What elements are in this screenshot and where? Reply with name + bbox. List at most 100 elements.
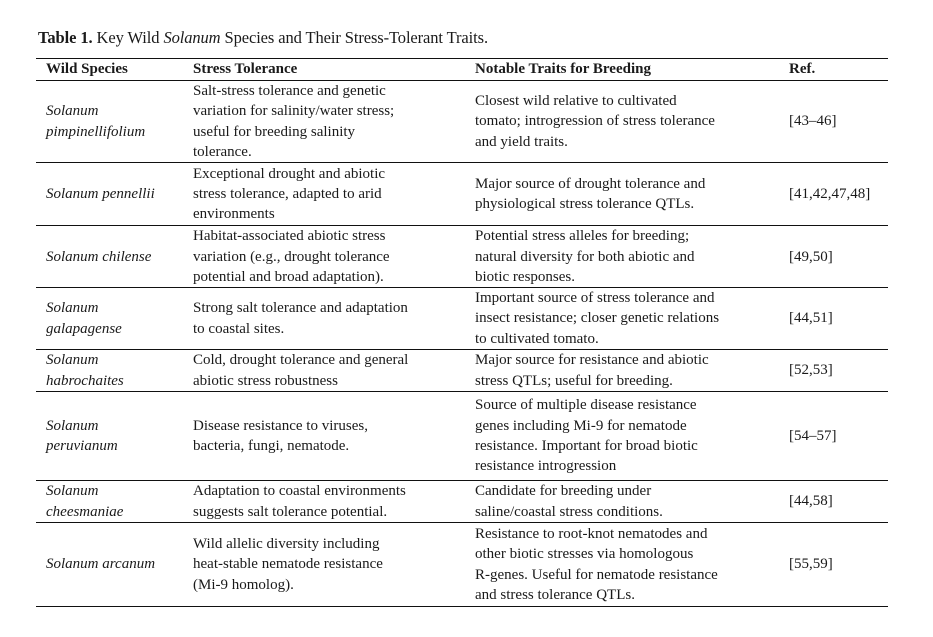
stress-tolerance-cell: Salt-stress tolerance and genetic variati… — [193, 80, 475, 164]
cell-line: Cold, drought tolerance and general — [193, 352, 409, 369]
cell-line: cheesmaniae — [46, 503, 124, 520]
traits-cell: Resistance to root-knot nematodes and oth… — [475, 522, 789, 608]
header-wild-species: Wild Species — [36, 58, 193, 81]
species-cell: Solanum habrochaites — [36, 349, 193, 393]
cell-line: [41,42,47,48] — [789, 186, 871, 203]
ref-cell: [44,51] — [789, 287, 888, 351]
stress-tolerance-cell: Wild allelic diversity including heat-sta… — [193, 522, 475, 608]
cell-line: saline/coastal stress conditions. — [475, 503, 663, 520]
cell-line: habrochaites — [46, 372, 124, 389]
cell-line: Solanum — [46, 300, 99, 317]
traits-cell: Important source of stress tolerance and… — [475, 287, 789, 351]
species-cell: Solanum cheesmaniae — [36, 480, 193, 524]
species-cell: Solanum arcanum — [36, 522, 193, 608]
cell-line: [44,58] — [789, 493, 833, 510]
table-caption: Table 1. Key Wild Solanum Species and Th… — [38, 28, 488, 48]
caption-label: Table 1. — [38, 28, 93, 47]
table-row: Solanum habrochaites Cold, drought toleran… — [36, 349, 888, 393]
header-ref: Ref. — [789, 58, 888, 81]
stress-tolerance-cell: Disease resistance to viruses, bacteria, … — [193, 391, 475, 482]
table-row: Solanum pennellii Exceptional drought and… — [36, 162, 888, 227]
stress-tolerance-cell: Cold, drought tolerance and general abiot… — [193, 349, 475, 393]
traits-cell: Major source for resistance and abiotic s… — [475, 349, 789, 393]
species-cell: Solanum chilense — [36, 225, 193, 289]
cell-line: resistance. Important for broad biotic — [475, 438, 698, 455]
cell-line: to cultivated tomato. — [475, 330, 599, 347]
cell-line: insect resistance; closer genetic relati… — [475, 310, 720, 327]
cell-line: tolerance. — [193, 143, 252, 160]
cell-line: Wild allelic diversity including — [193, 536, 380, 553]
caption-italic: Solanum — [163, 28, 221, 47]
cell-line: Resistance to root-knot nematodes and — [475, 525, 708, 542]
traits-cell: Potential stress alleles for breeding; na… — [475, 225, 789, 289]
cell-line: physiological stress tolerance QTLs. — [475, 196, 695, 213]
cell-line: Adaptation to coastal environments — [193, 483, 406, 500]
stress-tolerance-cell: Strong salt tolerance and adaptation to c… — [193, 287, 475, 351]
cell-line: natural diversity for both abiotic and — [475, 248, 695, 265]
stress-tolerance-cell: Habitat-associated abiotic stress variati… — [193, 225, 475, 289]
cell-line: environments — [193, 206, 275, 223]
cell-line: Salt-stress tolerance and genetic — [193, 83, 386, 99]
cell-line: variation (e.g., drought tolerance — [193, 248, 390, 265]
cell-line: genes including Mi-9 for nematode — [475, 417, 687, 434]
ref-cell: [54–57] — [789, 391, 888, 482]
table-row: Solanum cheesmaniae Adaptation to coastal … — [36, 480, 888, 524]
cell-line: [54–57] — [789, 427, 837, 444]
cell-line: Strong salt tolerance and adaptation — [193, 300, 408, 317]
cell-line: and stress tolerance QTLs. — [475, 586, 635, 603]
cell-line: Potential stress alleles for breeding; — [475, 228, 690, 245]
traits-cell: Closest wild relative to cultivated tomat… — [475, 80, 789, 164]
cell-line: peruvianum — [46, 438, 118, 455]
cell-line: Solanum — [46, 352, 99, 369]
cell-line: stress QTLs; useful for breeding. — [475, 372, 673, 389]
cell-line: variation for salinity/water stress; — [193, 103, 395, 120]
table-row: Solanum arcanum Wild allelic diversity in… — [36, 522, 888, 608]
cell-line: (Mi-9 homolog). — [193, 576, 294, 593]
cell-line: Habitat-associated abiotic stress — [193, 228, 386, 245]
cell-line: suggests salt tolerance potential. — [193, 503, 388, 520]
table-row: Solanum galapagense Strong salt tolerance … — [36, 287, 888, 351]
table-row: Solanum chilense Habitat-associated abiot… — [36, 225, 888, 289]
header-stress-tolerance: Stress Tolerance — [193, 58, 475, 81]
cell-line: biotic responses. — [475, 268, 575, 285]
traits-cell: Major source of drought tolerance and phy… — [475, 162, 789, 227]
cell-line: Solanum — [46, 417, 99, 434]
cell-line: resistance introgression — [475, 458, 617, 475]
cell-line: Disease resistance to viruses, — [193, 417, 368, 434]
cell-line: heat-stable nematode resistance — [193, 556, 383, 573]
stress-tolerance-cell: Exceptional drought and abiotic stress to… — [193, 162, 475, 227]
cell-line: Solanum chilense — [46, 248, 152, 265]
species-cell: Solanum pimpinellifolium — [36, 80, 193, 164]
cell-line: galapagense — [46, 320, 122, 337]
species-cell: Solanum galapagense — [36, 287, 193, 351]
traits-cell: Candidate for breeding under saline/coast… — [475, 480, 789, 524]
cell-line: Important source of stress tolerance and — [475, 290, 715, 307]
ref-cell: [55,59] — [789, 522, 888, 608]
table-row: Solanum peruvianum Disease resistance to v… — [36, 391, 888, 482]
table-row: Solanum pimpinellifolium Salt-stress toler… — [36, 80, 888, 164]
cell-line: useful for breeding salinity — [193, 123, 356, 140]
ref-cell: [43–46] — [789, 80, 888, 164]
cell-line: Solanum — [46, 103, 99, 120]
ref-cell: [49,50] — [789, 225, 888, 289]
cell-line: Solanum arcanum — [46, 556, 156, 573]
cell-line: Solanum pennellii — [46, 186, 155, 203]
traits-cell: Source of multiple disease resistance gen… — [475, 391, 789, 482]
caption-text: Key Wild — [92, 28, 164, 47]
cell-line: Candidate for breeding under — [475, 483, 652, 500]
ref-cell: [44,58] — [789, 480, 888, 524]
species-table: Wild Species Stress Tolerance Notable Tr… — [36, 58, 888, 608]
cell-line: abiotic stress robustness — [193, 372, 338, 389]
cell-line: [49,50] — [789, 248, 833, 265]
cell-line: bacteria, fungi, nematode. — [193, 438, 350, 455]
header-row: Wild Species Stress Tolerance Notable Tr… — [36, 58, 888, 81]
cell-line: to coastal sites. — [193, 320, 285, 337]
cell-line: pimpinellifolium — [46, 123, 146, 140]
species-cell: Solanum pennellii — [36, 162, 193, 227]
species-cell: Solanum peruvianum — [36, 391, 193, 482]
cell-line: tomato; introgression of stress toleranc… — [475, 113, 715, 130]
cell-line: Exceptional drought and abiotic — [193, 165, 386, 182]
cell-line: Major source of drought tolerance and — [475, 175, 706, 192]
cell-line: stress tolerance, adapted to arid — [193, 186, 382, 203]
ref-cell: [52,53] — [789, 349, 888, 393]
